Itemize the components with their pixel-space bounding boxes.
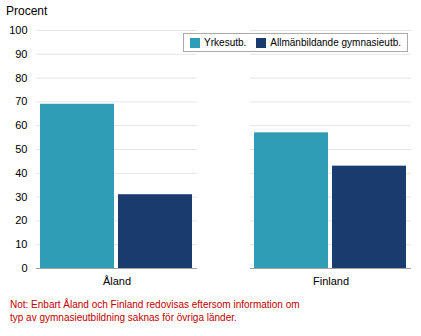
svg-text:30: 30 [15, 191, 27, 203]
svg-text:80: 80 [15, 72, 27, 84]
svg-text:Finland: Finland [313, 275, 349, 287]
svg-text:60: 60 [15, 119, 27, 131]
svg-text:10: 10 [15, 238, 27, 250]
svg-text:50: 50 [15, 143, 27, 155]
svg-text:20: 20 [15, 214, 27, 226]
svg-text:0: 0 [21, 262, 27, 274]
svg-text:90: 90 [15, 48, 27, 60]
html-text:Allmänbildande gymnasieutb.: Allmänbildande gymnasieutb. [270, 37, 401, 48]
svg-text:100: 100 [9, 24, 27, 36]
html-text:Yrkesutb.: Yrkesutb. [204, 37, 247, 48]
svg-text:40: 40 [15, 167, 27, 179]
svg-text:70: 70 [15, 95, 27, 107]
html-text:Not: Enbart Åland och Finland: Not: Enbart Åland och Finland redovisas … [10, 299, 300, 323]
svg-text:Åland: Åland [103, 275, 131, 287]
html-text:Procent: Procent [6, 4, 48, 18]
